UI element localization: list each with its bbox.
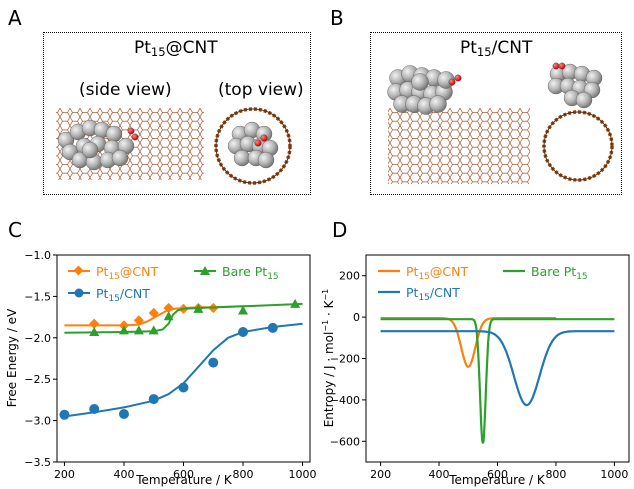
chart-d-curve-2 [380,330,615,407]
chart-d-xtick-label: 400 [429,468,450,481]
chart-c-ytick-label: −3.0 [24,415,51,428]
chart-c-xtick-label: 800 [233,468,254,481]
pt-atom [257,151,275,169]
pt-atom [81,141,99,159]
chart-d-curve-0 [380,317,556,368]
chart-c-point [89,404,100,415]
panel-letter-c: C [8,218,22,242]
panel-b-title: Pt15/CNT [460,38,533,59]
oxygen-atom [260,134,268,142]
chart-d-xtick-label: 800 [545,468,566,481]
chart-d-xtick-label: 600 [487,468,508,481]
cnt-top-view-b [542,110,614,182]
chart-c-ticks: 200 400 600 800 1000 −1.0 −1.5 −2.0 −2.5 −3.0 −3.5 [24,249,316,481]
chart-c-point [267,322,278,333]
chart-d-xtick-label: 1000 [600,468,628,481]
oxygen-atom [448,78,456,86]
chart-c-point [118,325,129,335]
chart-d-legend-pt15cnt-at: Pt15@CNT [406,264,468,282]
chart-c-point [148,325,159,335]
chart-c-point [118,408,129,419]
pt-atom [575,91,593,109]
chart-d-series [380,317,615,444]
chart-d-xlabel: Temperature / K [448,473,546,487]
chart-d-ticks: 200 400 600 800 1000 200 0 −200 −400 −600 [330,270,629,481]
chart-c-curve-2 [64,322,303,418]
chart-c-point [133,325,144,335]
chart-c-xtick-label: 1000 [289,468,317,481]
chart-c-point [89,327,100,337]
pt-atom [429,95,447,113]
cnt-top-view-a [214,107,292,185]
chart-d-ytick-label: 0 [353,311,360,324]
chart-c-ytick-label: −2.5 [24,373,51,386]
oxygen-atom [127,127,135,135]
chart-c-ytick-label: −3.5 [24,456,51,469]
chart-c-xtick-label: 200 [54,468,75,481]
chart-d-ytick-label: −600 [330,435,360,448]
chart-c-xlabel: Temperature / K [135,473,233,487]
chart-c-point [238,327,249,338]
chart-d-ytick-label: −400 [330,394,360,407]
chart-c-ylabel: Free Energy / eV [5,308,19,407]
panel-letter-d: D [332,218,348,242]
molecular-structures [56,62,614,185]
chart-c-point [133,315,144,326]
pt-cluster-side-view-b [387,65,462,115]
oxygen-atom [454,74,462,82]
chart-d-ytick-label: 200 [339,270,360,283]
chart-d-legend-pt15cnt-slash: Pt15/CNT [406,285,460,303]
chart-c-xtick-label: 400 [113,468,134,481]
pt-cluster-side-view-a [57,119,139,171]
chart-c-ytick-label: −1.5 [24,290,51,303]
top-view-label: (top view) [218,80,304,100]
chart-c-point [148,394,159,405]
oxygen-atom [131,133,139,141]
pt-cluster-top-view-b [547,62,603,109]
panel-b-frame [370,32,622,195]
chart-c-point [208,357,219,368]
chart-d-ylabel: Entropy / J · mol−1 · K−1 [321,289,336,428]
chart-d-ytick-label: −200 [330,353,360,366]
chart-c-series [59,298,303,420]
chart-d-curve-1 [380,318,615,444]
chart-d-legend-bare: Bare Pt15 [531,264,588,282]
panel-a-frame [43,32,311,195]
chart-c-xtick-label: 600 [173,468,194,481]
chart-c-point [163,311,174,321]
chart-c-point [238,305,249,315]
panel-letter-a: A [8,6,22,30]
chart-c-point [290,298,301,308]
pt-atom [111,149,129,167]
oxygen-atom [254,139,262,147]
panel-a-title: Pt15@CNT [134,38,218,59]
side-view-label: (side view) [79,80,172,100]
chart-c-point [59,409,70,420]
chart-c-legend-bare: Bare Pt15 [222,264,279,282]
chart-c-point [193,303,204,313]
chart-d-legend: Pt15@CNT Pt15/CNT Bare Pt15 [378,264,588,303]
chart-d-xtick-label: 200 [370,468,391,481]
chart-c-ytick-label: −1.0 [24,249,51,262]
pt-atom [411,73,429,91]
chart-c-curve-1 [64,302,303,334]
chart-c-point [178,382,189,393]
cnt-side-view-b [388,108,530,184]
oxygen-atom [558,62,566,70]
chart-c-ytick-label: −2.0 [24,332,51,345]
panel-letter-b: B [330,6,344,30]
pt-cluster-top-view-a [227,121,279,169]
